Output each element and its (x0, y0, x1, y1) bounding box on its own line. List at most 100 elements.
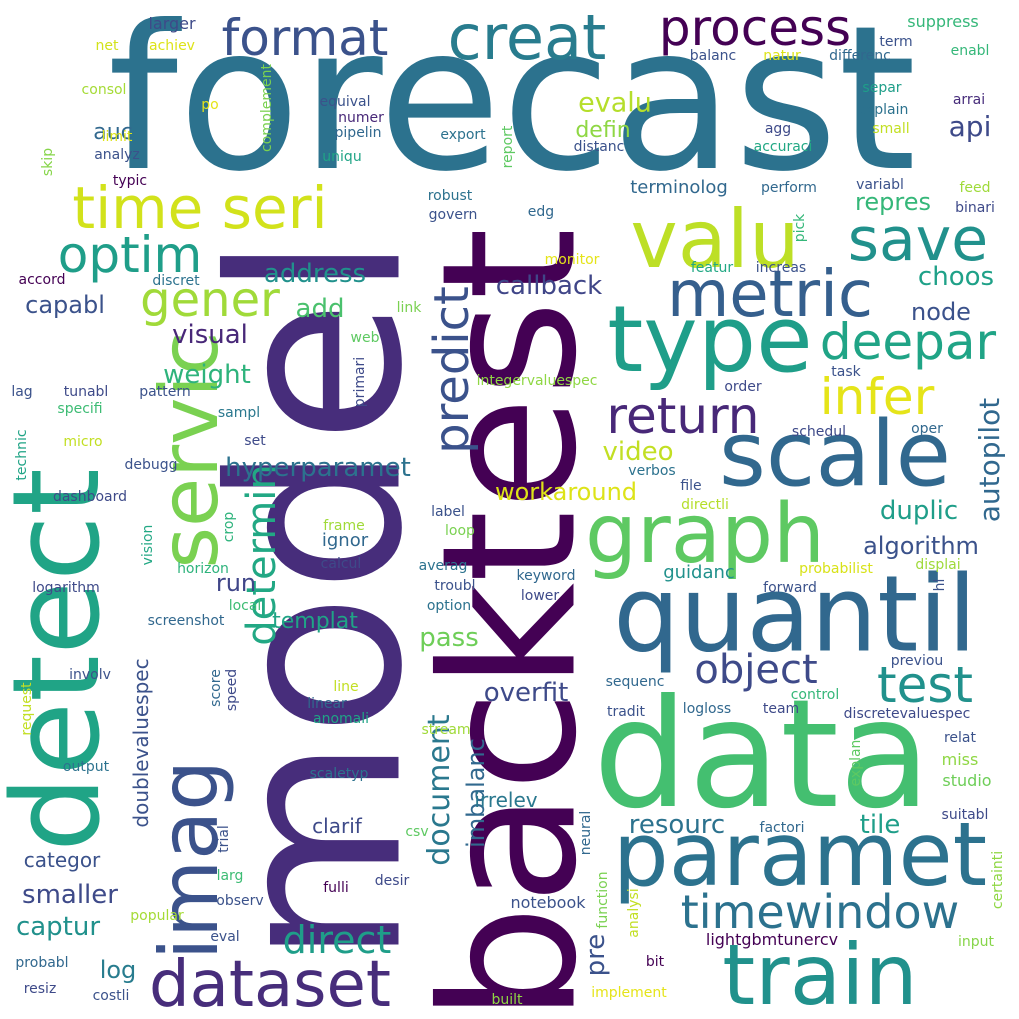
word-duplic: duplic (879, 496, 959, 526)
word-binari: binari (955, 200, 995, 216)
word-visual: visual (172, 320, 248, 350)
word-resiz: resiz (23, 981, 57, 997)
word-score: score (208, 669, 224, 707)
word-skip: skip (40, 147, 56, 177)
word-report: report (500, 125, 516, 169)
word-captur: captur (15, 912, 101, 942)
word-pick: pick (792, 213, 808, 243)
word-direct: direct (282, 918, 392, 962)
word-factori: factori (759, 820, 805, 836)
word-repres: repres (855, 188, 931, 216)
word-neural: neural (578, 810, 594, 856)
word-logarithm: logarithm (32, 580, 100, 596)
word-function: function (595, 871, 611, 929)
word-primari: primari (352, 356, 368, 408)
word-accuraci: accuraci (753, 139, 813, 155)
word-discret: discret (152, 273, 200, 289)
word-fulli: fulli (323, 880, 349, 896)
word-relat: relat (943, 730, 977, 746)
word-detect: detect (0, 468, 127, 852)
word-time-seri: time seri (72, 174, 328, 242)
word-screenshot: screenshot (147, 613, 225, 629)
word-agg: agg (764, 121, 792, 137)
word-studio: studio (942, 771, 992, 790)
word-term: term (879, 34, 913, 50)
word-callback: callback (495, 271, 603, 301)
word-desir: desir (374, 873, 410, 889)
word-horizon: horizon (177, 561, 229, 577)
word-label: label (431, 504, 465, 520)
word-optim: optim (57, 226, 203, 284)
word-technic: technic (14, 429, 30, 481)
word-control: control (790, 687, 840, 703)
word-pipelin: pipelin (334, 125, 382, 141)
word-evalu: evalu (578, 87, 652, 119)
word-schedul: schedul (791, 424, 847, 440)
word-team: team (762, 701, 800, 717)
word-auc: auc (93, 120, 133, 145)
word-costli: costli (92, 988, 130, 1004)
word-vision: vision (140, 524, 156, 566)
word-net: net (95, 38, 119, 54)
word-address: address (263, 259, 367, 289)
word-forward: forward (763, 580, 817, 596)
word-pass: pass (419, 623, 479, 653)
word-notebook: notebook (510, 893, 586, 912)
word-order: order (724, 379, 762, 395)
word-popular: popular (130, 908, 184, 924)
word-ignor: ignor (321, 530, 369, 551)
word-debugg: debugg (124, 457, 178, 473)
word-weight: weight (163, 360, 251, 390)
word-lower: lower (520, 588, 560, 604)
word-input: input (957, 934, 995, 950)
word-add: add (295, 294, 345, 324)
word-trial: trial (216, 825, 232, 853)
word-accord: accord (18, 272, 66, 288)
word-hl: hl (932, 578, 948, 592)
word-format: format (221, 9, 389, 67)
word-govern: govern (428, 207, 478, 223)
word-arrai: arrai (952, 92, 986, 108)
word-metric: metric (666, 258, 874, 332)
word-lightgbmtunercv: lightgbmtunercv (705, 930, 839, 949)
word-node: node (911, 298, 971, 326)
word-log: log (99, 956, 137, 984)
word-request: request (19, 682, 35, 736)
word-crop: crop (221, 511, 237, 543)
word-linear: linear (307, 696, 347, 712)
word-probabilist: probabilist (799, 561, 873, 577)
word-monitor: monitor (544, 252, 600, 268)
word-small: small (872, 121, 910, 137)
word-perform: perform (761, 180, 817, 196)
word-scale: scale (719, 402, 951, 507)
word-miss: miss (941, 750, 979, 769)
word-creat: creat (447, 1, 607, 74)
word-tradit: tradit (606, 704, 646, 720)
word-stream: stream (421, 722, 471, 738)
word-anomali: anomali (312, 711, 370, 727)
word-sampl: sampl (217, 405, 261, 421)
word-pattern: pattern (139, 384, 191, 400)
word-consol: consol (81, 82, 127, 98)
word-oper: oper (911, 421, 943, 437)
word-tile: tile (859, 810, 901, 840)
word-line: line (333, 679, 359, 695)
word-certainti: certainti (990, 850, 1006, 910)
word-separ: separ (862, 80, 902, 96)
word-displai: displai (915, 557, 961, 573)
word-set: set (244, 433, 266, 449)
word-csv: csv (405, 824, 429, 840)
word-autopilot: autopilot (973, 397, 1006, 523)
word-verbos: verbos (628, 463, 676, 479)
word-observ: observ (216, 893, 264, 909)
word-api: api (948, 110, 992, 143)
word-sequenc: sequenc (605, 674, 665, 690)
word-specifi: specifi (57, 401, 103, 417)
word-overfit: overfit (483, 678, 569, 708)
word-test: test (876, 656, 974, 714)
word-implement: implement (591, 985, 667, 1001)
word-variabl: variabl (856, 177, 904, 193)
word-output: output (62, 759, 110, 775)
word-numer: numer (338, 110, 384, 126)
